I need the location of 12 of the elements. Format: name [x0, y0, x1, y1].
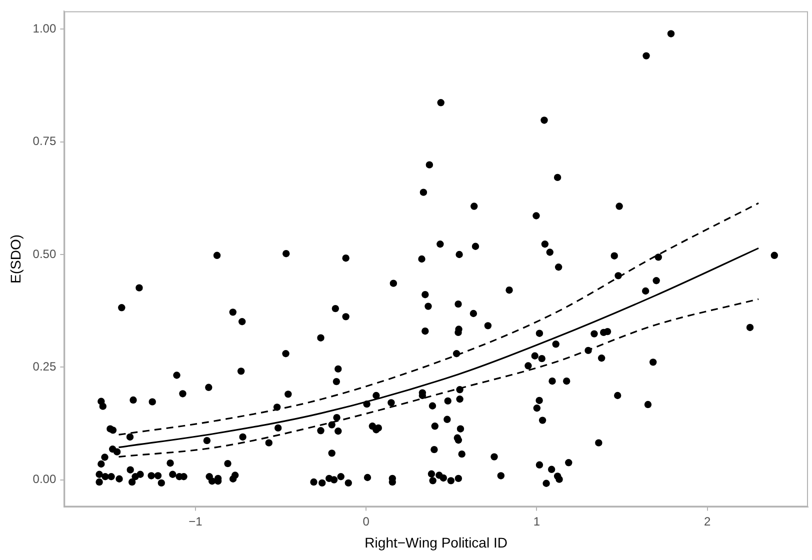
x-axis-title: Right−Wing Political ID [364, 534, 508, 550]
y-tick-label: 0.00 [32, 472, 56, 486]
y-tick-label: 0.75 [32, 134, 56, 148]
y-axis-title: E(SDO) [7, 234, 24, 284]
x-tick-label: 1 [533, 514, 540, 528]
line-series [118, 298, 760, 458]
x-tick-label: 0 [362, 514, 370, 528]
y-tick-label: 0.25 [32, 359, 56, 374]
x-tick-label: 2 [704, 514, 711, 528]
x-tick-label: −1 [188, 514, 203, 528]
y-tick-label: 0.50 [32, 246, 56, 261]
y-tick-label: 1.00 [32, 22, 56, 36]
